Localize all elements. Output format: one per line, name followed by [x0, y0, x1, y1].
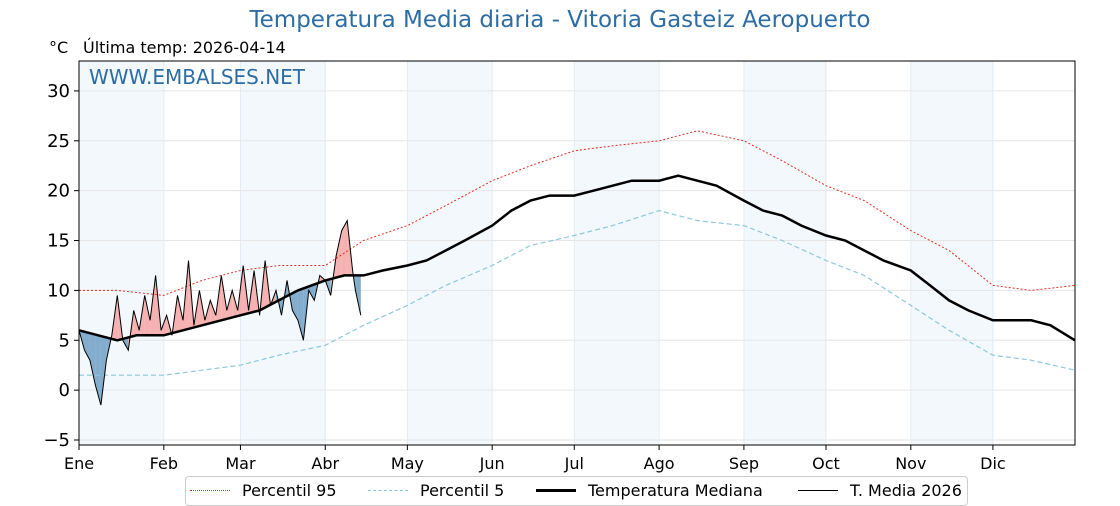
legend-label-median: Temperatura Mediana	[588, 480, 763, 500]
x-tick-label: Oct	[812, 454, 840, 473]
x-tick-label: Nov	[895, 454, 926, 473]
x-tick-label: May	[391, 454, 424, 473]
chart-title: Temperatura Media diaria - Vitoria Gaste…	[249, 7, 871, 33]
x-tick-label: Sep	[729, 454, 759, 473]
anomaly-fill	[341, 220, 348, 277]
anomaly-fill	[89, 333, 96, 386]
legend-item-p5: Percentil 5	[368, 480, 504, 500]
series-line-2026	[78, 218, 362, 406]
legend-label-p5: Percentil 5	[420, 480, 505, 500]
x-tick-label: Ago	[644, 454, 675, 473]
y-tick-label: −5	[43, 430, 70, 451]
month-band	[910, 61, 993, 445]
y-tick-label: 5	[59, 330, 70, 351]
legend-item-p95: Percentil 95	[190, 480, 337, 500]
watermark: WWW.EMBALSES.NET	[89, 65, 306, 89]
y-tick-label: 0	[59, 380, 70, 401]
anomaly-fill	[177, 295, 183, 332]
y-tick-label: 25	[47, 131, 70, 152]
legend-item-2026: T. Media 2026	[798, 480, 962, 500]
anomaly-fill	[297, 288, 304, 341]
x-tick-label: Ene	[64, 454, 94, 473]
month-band	[79, 61, 164, 445]
axis-ticks: −5 0 5 10 15 20 25 30 Ene Feb Mar Abr May Jun Jul Ago Se…	[43, 81, 1005, 473]
x-tick-label: Jun	[479, 454, 505, 473]
x-tick-label: Dic	[980, 454, 1006, 473]
y-tick-label: 15	[47, 231, 70, 252]
x-tick-label: Jul	[564, 454, 584, 473]
month-band	[574, 61, 660, 445]
anomaly-fill	[95, 334, 101, 406]
series-line-median	[78, 174, 1076, 342]
legend-swatch-p95	[190, 489, 230, 491]
anomaly-fill	[336, 230, 342, 278]
y-tick-label: 30	[47, 81, 70, 102]
series-lines	[78, 130, 1076, 406]
legend-item-median: Temperatura Mediana	[536, 480, 763, 500]
anomaly-fill	[84, 331, 90, 361]
anomaly-fill	[355, 275, 361, 316]
anomaly-fill	[210, 300, 216, 324]
plot-frame	[78, 60, 1076, 446]
anomaly-fill	[144, 295, 151, 336]
anomaly-fill	[100, 335, 107, 406]
legend-label-2026: T. Media 2026	[850, 480, 962, 500]
series-line-p5	[79, 209, 1076, 376]
anomaly-fill	[226, 290, 233, 319]
month-band	[407, 61, 493, 445]
y-axis-unit: °C	[49, 38, 69, 57]
y-tick-label: 10	[47, 280, 70, 301]
legend-swatch-median	[536, 488, 576, 492]
series-line-p95	[79, 130, 1076, 296]
chart-legend: Percentil 95 Percentil 5 Temperatura Med…	[185, 476, 968, 506]
grid-lines	[79, 61, 1075, 445]
last-temp-subtitle: Última temp: 2026-04-14	[83, 38, 286, 57]
legend-swatch-p5	[368, 489, 408, 491]
month-band	[743, 61, 826, 445]
x-tick-label: Feb	[150, 454, 178, 473]
anomaly-fill	[308, 284, 315, 301]
x-tick-label: Mar	[225, 454, 256, 473]
legend-label-p95: Percentil 95	[242, 480, 337, 500]
x-tick-label: Abr	[311, 454, 339, 473]
month-band	[240, 61, 326, 445]
y-tick-label: 20	[47, 181, 70, 202]
legend-swatch-2026	[798, 489, 838, 491]
month-bands	[79, 61, 993, 445]
temperature-chart: −5 0 5 10 15 20 25 30 Ene Feb Mar Abr May Jun Jul Ago Se…	[43, 60, 1076, 473]
